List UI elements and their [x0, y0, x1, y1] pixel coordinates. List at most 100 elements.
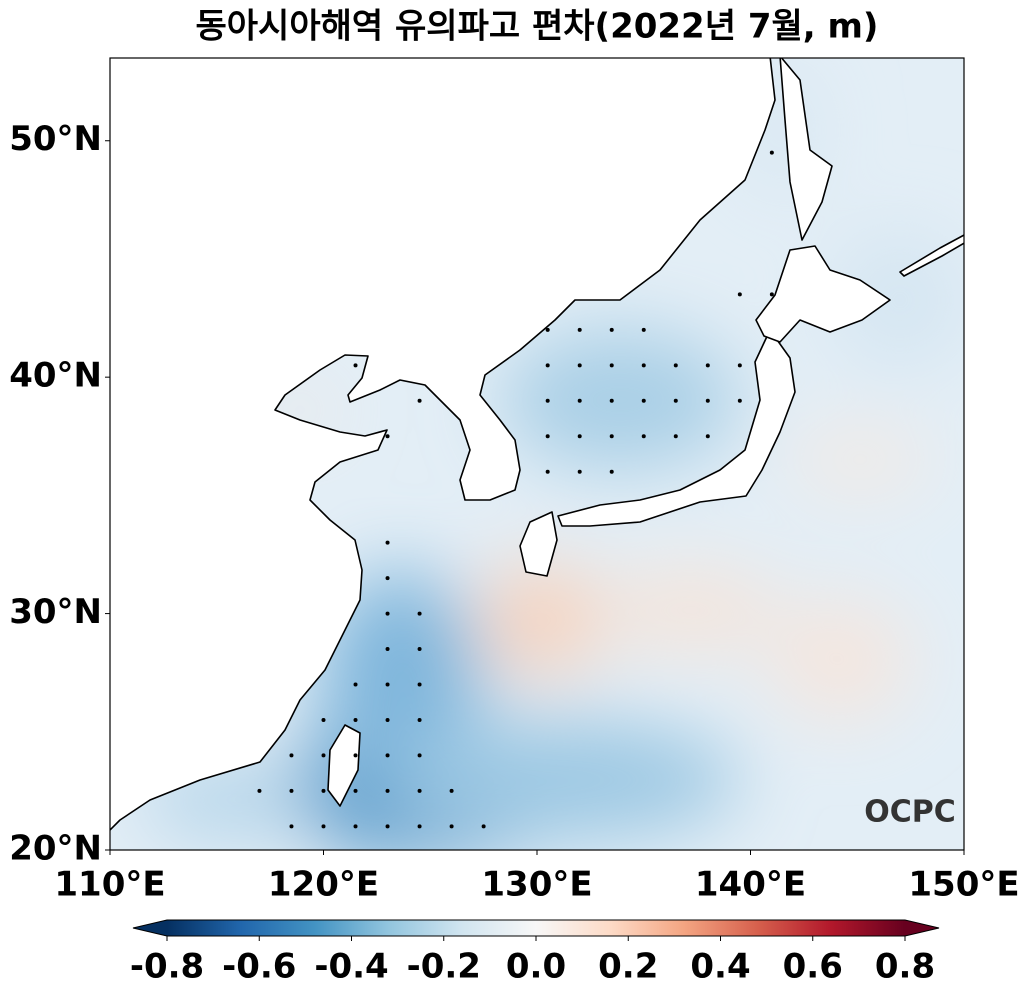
significance-point	[385, 824, 390, 829]
significance-point	[609, 363, 614, 368]
significance-point	[353, 717, 358, 722]
significance-point	[417, 611, 422, 616]
colorbar-tick-label: 0.8	[875, 947, 935, 987]
honshu	[557, 329, 796, 527]
taiwan	[327, 724, 361, 807]
colorbar: -0.8 -0.6 -0.4 -0.2 0.0 0.2 0.4 0.6 0.8	[130, 919, 940, 987]
colorbar-body	[167, 920, 905, 936]
significance-point	[577, 469, 582, 474]
significance-point	[545, 327, 550, 332]
significance-point	[417, 647, 422, 652]
significance-point	[417, 682, 422, 687]
significance-point	[353, 682, 358, 687]
significance-point	[289, 824, 294, 829]
colorbar-tick-label: -0.6	[222, 947, 296, 987]
significance-point	[641, 363, 646, 368]
kyushu	[519, 511, 558, 577]
significance-point	[321, 717, 326, 722]
significance-point	[385, 682, 390, 687]
y-tick-label: 20°N	[9, 829, 102, 869]
x-tick-label: 140°E	[695, 865, 806, 905]
significance-point	[545, 363, 550, 368]
significance-point	[417, 753, 422, 758]
significance-point	[609, 469, 614, 474]
significance-point	[449, 824, 454, 829]
colorbar-tick-label: 0.4	[690, 947, 750, 987]
significance-point	[417, 788, 422, 793]
significance-point	[481, 824, 486, 829]
significance-point	[577, 398, 582, 403]
significance-point	[737, 363, 742, 368]
significance-point	[641, 327, 646, 332]
map-field	[110, 58, 964, 850]
significance-point	[545, 398, 550, 403]
significance-point	[609, 398, 614, 403]
significance-point	[353, 824, 358, 829]
significance-point	[353, 753, 358, 758]
land	[110, 58, 964, 832]
logo: OCPC	[864, 795, 956, 830]
colorbar-tick-label: -0.2	[407, 947, 481, 987]
significance-point	[673, 398, 678, 403]
significance-point	[577, 327, 582, 332]
significance-point	[385, 647, 390, 652]
significance-point	[289, 788, 294, 793]
significance-point	[417, 824, 422, 829]
colorbar-tick-label: -0.8	[130, 947, 204, 987]
sakhalin	[779, 58, 833, 241]
y-tick-label: 50°N	[9, 119, 102, 159]
x-tick-label: 150°E	[908, 865, 1019, 905]
significance-point	[673, 363, 678, 368]
x-tick-label: 110°E	[54, 865, 165, 905]
significance-points	[257, 150, 774, 829]
hokkaido	[755, 245, 891, 343]
x-tick-label: 120°E	[268, 865, 379, 905]
significance-point	[449, 788, 454, 793]
significance-point	[705, 398, 710, 403]
y-tick-label: 40°N	[9, 356, 102, 396]
field-shading	[140, 60, 964, 850]
significance-point	[385, 788, 390, 793]
colorbar-tick-label: 0.0	[506, 947, 566, 987]
significance-point	[769, 150, 774, 155]
colorbar-tick-label: 0.6	[783, 947, 843, 987]
significance-point	[545, 469, 550, 474]
significance-point	[417, 398, 422, 403]
significance-point	[641, 398, 646, 403]
significance-point	[417, 717, 422, 722]
significance-point	[321, 824, 326, 829]
significance-point	[769, 292, 774, 297]
significance-point	[705, 363, 710, 368]
significance-point	[257, 788, 262, 793]
mainland	[110, 58, 776, 832]
colorbar-extend-high	[905, 920, 939, 936]
significance-point	[577, 434, 582, 439]
significance-point	[545, 434, 550, 439]
significance-point	[609, 327, 614, 332]
significance-point	[321, 788, 326, 793]
significance-point	[737, 292, 742, 297]
significance-point	[385, 611, 390, 616]
colorbar-extend-low	[133, 920, 167, 936]
significance-point	[385, 434, 390, 439]
chart-title: 동아시아해역 유의파고 편차(2022년 7월, m)	[196, 7, 879, 47]
colorbar-tick-label: -0.4	[314, 947, 388, 987]
significance-point	[385, 717, 390, 722]
significance-point	[641, 434, 646, 439]
significance-point	[353, 363, 358, 368]
x-tick-label: 130°E	[481, 865, 592, 905]
y-tick-label: 30°N	[9, 592, 102, 632]
significance-point	[673, 434, 678, 439]
significance-point	[385, 540, 390, 545]
significance-point	[737, 398, 742, 403]
significance-point	[353, 788, 358, 793]
significance-point	[577, 363, 582, 368]
significance-point	[289, 753, 294, 758]
colorbar-tick-label: 0.2	[598, 947, 658, 987]
kuril	[899, 234, 964, 277]
significance-point	[385, 576, 390, 581]
significance-point	[705, 434, 710, 439]
significance-point	[385, 753, 390, 758]
significance-point	[321, 753, 326, 758]
